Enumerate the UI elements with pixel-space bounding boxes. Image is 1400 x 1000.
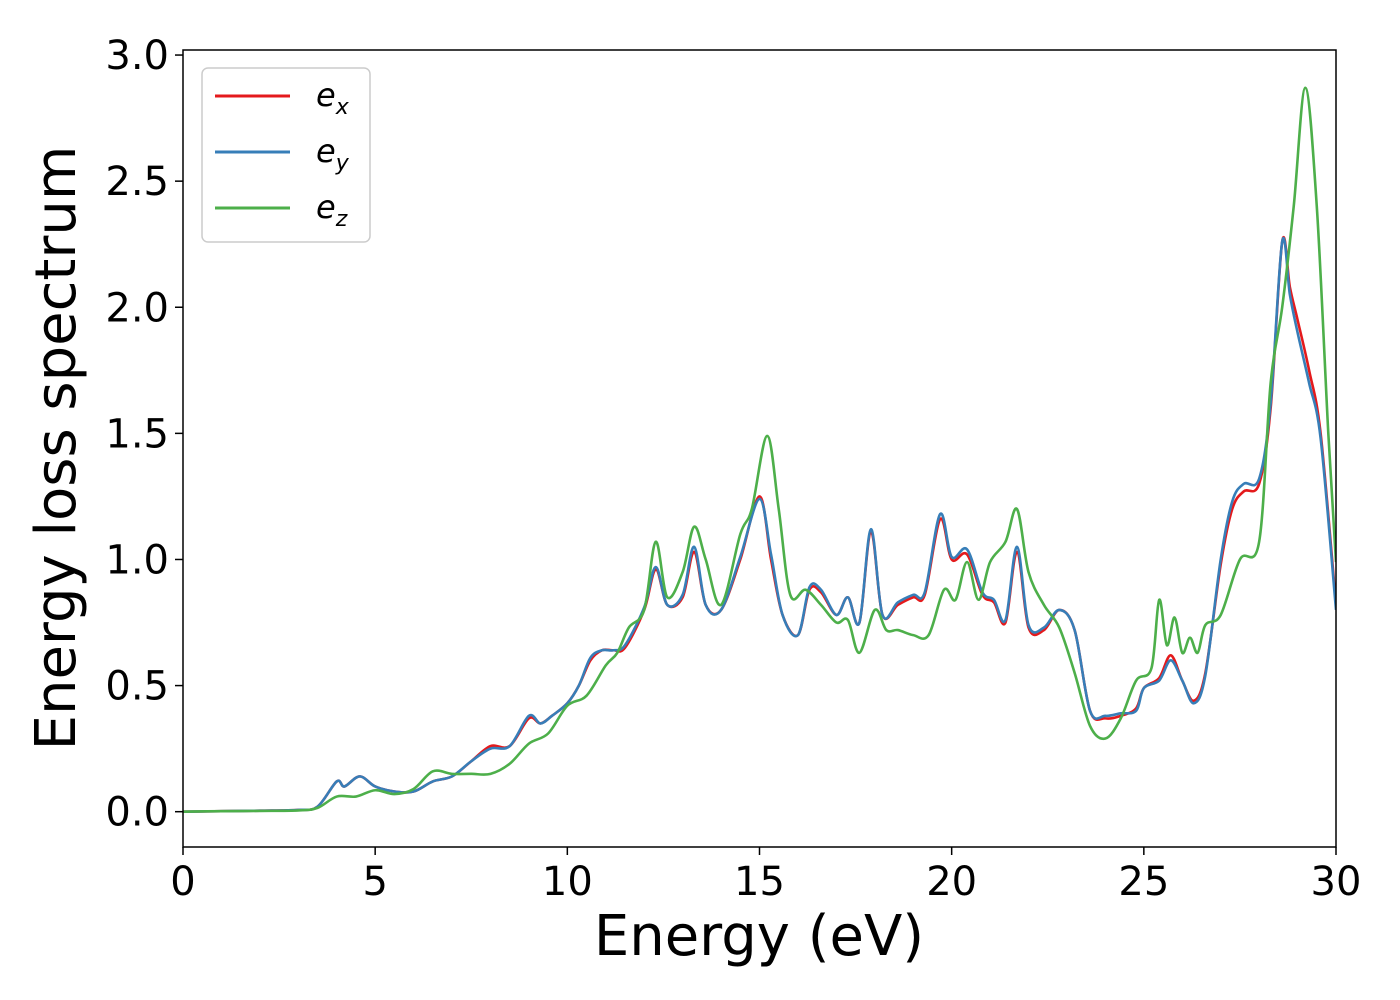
legend-label-x: ex: [316, 76, 350, 120]
x-tick-label: 5: [362, 859, 387, 905]
x-tick-label: 20: [926, 859, 977, 905]
y-tick-label: 0.0: [105, 790, 169, 836]
y-tick-label: 1.5: [105, 411, 169, 457]
x-tick-label: 25: [1118, 859, 1169, 905]
series-line-x: [183, 236, 1336, 813]
x-axis-title: Energy (eV): [594, 904, 924, 969]
x-tick-label: 15: [734, 859, 785, 905]
y-tick-label: 1.0: [105, 537, 169, 583]
x-ticks: 0 5 10 15 20 25 30: [170, 847, 1361, 905]
series-line-z: [183, 86, 1336, 813]
series-line-y: [183, 237, 1336, 813]
legend-label-z: ez: [316, 188, 348, 232]
x-tick-label: 0: [170, 859, 195, 905]
legend-box: [201, 67, 371, 243]
legend: ex ey ez: [201, 67, 371, 243]
x-tick-label: 30: [1311, 859, 1362, 905]
y-tick-label: 2.0: [105, 285, 169, 331]
y-tick-label: 2.5: [105, 159, 169, 205]
y-tick-label: 0.5: [105, 664, 169, 710]
x-tick-label: 10: [542, 859, 593, 905]
y-axis-title: Energy loss spectrum: [24, 146, 89, 751]
legend-label-y: ey: [316, 132, 350, 176]
y-tick-label: 3.0: [105, 33, 169, 79]
y-ticks: 0.0 0.5 1.0 1.5 2.0 2.5 3.0: [105, 33, 183, 836]
plot-lines: [183, 86, 1336, 813]
